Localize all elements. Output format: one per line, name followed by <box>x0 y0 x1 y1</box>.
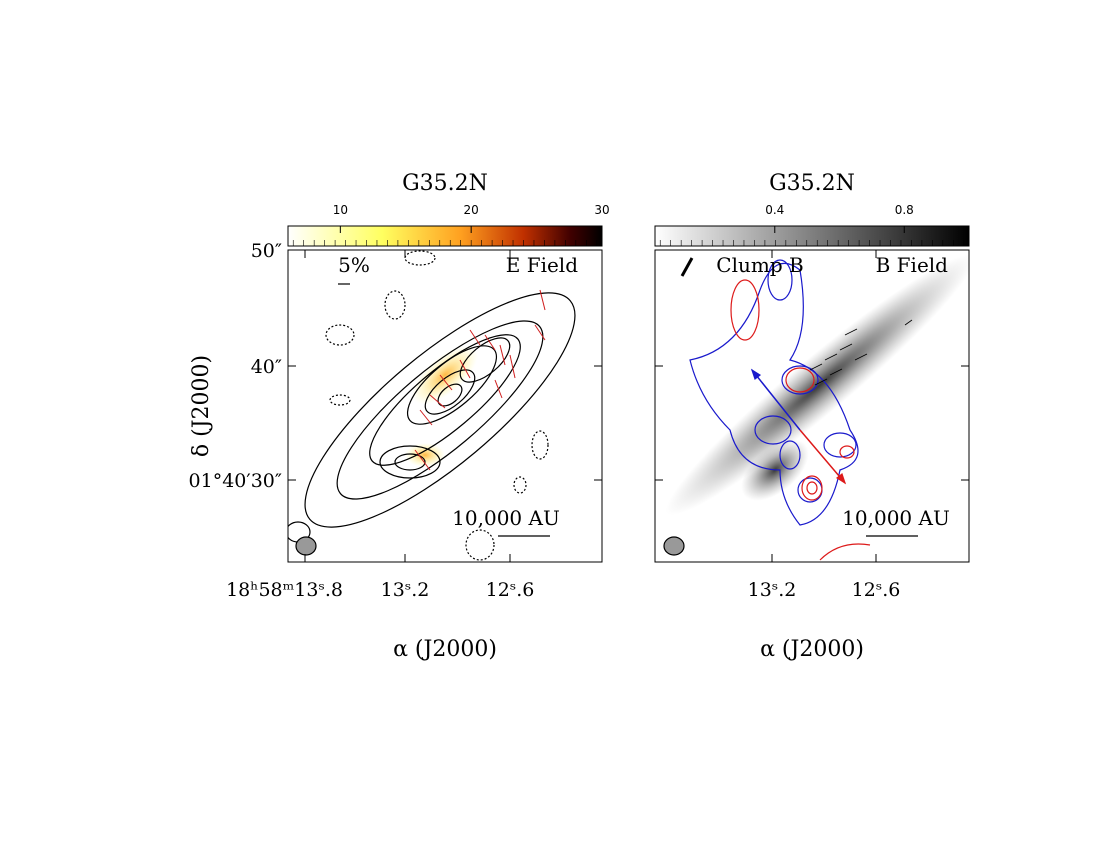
panel-frame <box>654 249 970 563</box>
panel-title: G35.2N <box>769 171 855 196</box>
panel-frame <box>287 249 603 563</box>
colorbar-tick-label: 10 <box>333 203 348 217</box>
annotation: Clump B <box>716 253 803 277</box>
b-field-map <box>663 254 969 561</box>
dec-tick-label: 40″ <box>251 356 282 378</box>
annotation: 10,000 AU <box>452 506 560 530</box>
ra-tick-label: 12ˢ.6 <box>852 579 901 601</box>
ra-tick-label: 12ˢ.6 <box>486 579 535 601</box>
annotation: 10,000 AU <box>842 506 950 530</box>
colorbar-tick-label: 0.4 <box>765 203 784 217</box>
y-axis-label: δ (J2000) <box>189 355 214 457</box>
x-axis-label: α (J2000) <box>760 637 864 662</box>
colorbar-tick-label: 0.8 <box>895 203 914 217</box>
ra-tick-label: 18ʰ58ᵐ13ˢ.8 <box>226 579 343 601</box>
dec-tick-label: 50″ <box>251 240 282 262</box>
ra-tick-label: 13ˢ.2 <box>381 579 430 601</box>
colorbar-tick-label: 20 <box>464 203 479 217</box>
x-axis-label: α (J2000) <box>393 637 497 662</box>
e-field-map <box>288 250 576 561</box>
annotation: E Field <box>506 253 578 277</box>
annotation: 5% <box>338 253 370 277</box>
panel-title: G35.2N <box>402 171 488 196</box>
ra-tick-label: 13ˢ.2 <box>748 579 797 601</box>
annotation: B Field <box>876 253 949 277</box>
dec-tick-label: 01°40′30″ <box>189 470 282 492</box>
colorbar-tick-label: 30 <box>594 203 609 217</box>
